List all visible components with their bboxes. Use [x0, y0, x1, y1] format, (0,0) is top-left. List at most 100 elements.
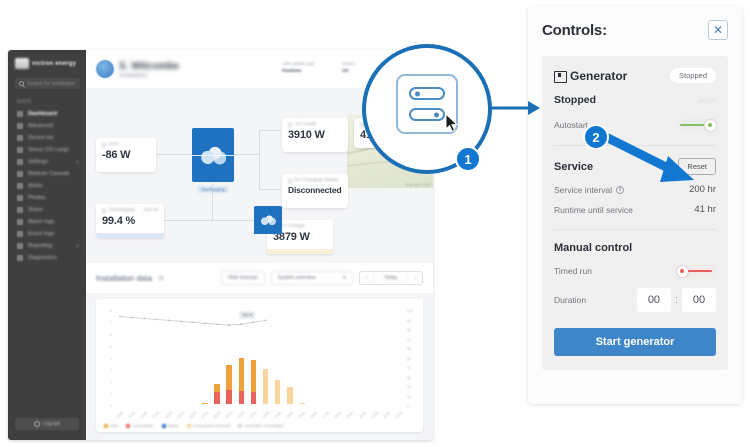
card-battery[interactable]: Discharging 522 W 99.4 %	[96, 204, 164, 238]
chart-bar[interactable]	[226, 364, 232, 404]
chart-y-tick-right: 20	[407, 385, 411, 389]
controls-toggle-icon[interactable]	[396, 74, 458, 135]
card-grid[interactable]: Grid -86 W	[96, 138, 156, 172]
chart-seg-solar	[214, 383, 220, 393]
sidebar-item-diagnostics[interactable]: Diagnostics	[8, 252, 86, 264]
chart-x-tick: 09:00	[224, 410, 234, 420]
chart-slot: 02:00	[138, 309, 150, 419]
sidebar-item-photos[interactable]: Photos	[8, 192, 86, 204]
logout-button[interactable]: Log out	[15, 418, 79, 430]
note-icon	[17, 183, 23, 189]
sidebar-item-advanced[interactable]: Advanced	[8, 120, 86, 132]
service-title: Service	[554, 160, 594, 173]
legend-item[interactable]: Cumulative consumption	[238, 424, 284, 428]
chevron-left-icon[interactable]: ‹	[360, 272, 375, 284]
close-icon[interactable]: ✕	[708, 20, 728, 40]
card-pv-charger[interactable]: PV Charger 3879 W	[267, 220, 333, 254]
chart-bar[interactable]	[262, 369, 269, 404]
sidebar-item-device-list[interactable]: Device list	[8, 132, 86, 144]
sidebar-item-settings[interactable]: Settings ▸	[8, 156, 86, 168]
sidebar-item-remote-console[interactable]: Remote Console	[8, 168, 86, 180]
report-icon	[17, 243, 23, 249]
chart-y-tick-right: 40	[407, 366, 411, 370]
legend-item[interactable]: Consumption (forecast)	[186, 424, 230, 428]
chart-bar[interactable]	[238, 357, 245, 404]
card-pv-title: PV Charger	[280, 224, 306, 229]
sidebar-item-label: Event logs	[28, 231, 55, 237]
generator-label: Generator	[570, 68, 628, 83]
sidebar-item-label: Alarm logs	[28, 219, 55, 225]
chart-tooltip: 750 W	[238, 311, 256, 319]
generator-label-group: Generator	[554, 69, 627, 83]
gear-icon	[17, 159, 23, 165]
chart-bar[interactable]	[274, 379, 281, 404]
toggle-row-bottom	[409, 108, 445, 122]
info-icon[interactable]: i	[616, 185, 625, 194]
sidebar-item-dashboard[interactable]: Dashboard	[8, 108, 86, 120]
sidebar-item-share[interactable]: Share	[8, 204, 86, 216]
duration-hours-input[interactable]: 00	[636, 288, 671, 312]
ev-icon	[288, 178, 292, 183]
header-meta-left: Last update ago Realtime	[282, 61, 315, 75]
legend-item[interactable]: Consumption	[126, 424, 154, 428]
inverter-node[interactable]: Discharging	[192, 128, 234, 193]
cumulative-consumption-line	[119, 315, 267, 327]
search-input[interactable]: Search for installation	[15, 78, 80, 89]
sidebar-item-label: Dashboard	[28, 111, 58, 117]
chart-slot: 00:00	[114, 309, 126, 419]
chart-bar[interactable]	[202, 402, 208, 404]
service-interval-value: 200 hr	[689, 184, 716, 195]
sidebar-item-reporting[interactable]: Reporting ▸	[8, 240, 86, 252]
legend-item[interactable]: Battery	[161, 424, 179, 428]
chart-y-tick-left: 6	[110, 332, 112, 337]
chart-x-tick: 01:00	[127, 410, 137, 420]
controls-panel-title: Controls:	[542, 21, 607, 39]
chart-x-tick: 07:00	[200, 410, 210, 420]
chart-x-tick: 16:00	[309, 410, 319, 420]
chevron-right-icon[interactable]: ›	[414, 275, 416, 281]
chart-bar[interactable]	[214, 383, 220, 404]
chart-x-tick: 13:00	[273, 410, 282, 420]
chart-x-tick: 00:00	[115, 410, 125, 420]
card-ac-loads[interactable]: AC Loads 3910 W	[282, 118, 348, 152]
sidebar-item-event-logs[interactable]: Event logs	[8, 228, 86, 240]
wire-ac-bus	[259, 130, 260, 190]
ac-loads-icon	[288, 122, 292, 127]
hide-forecast-button[interactable]: Hide forecast	[221, 271, 265, 285]
legend-item[interactable]: Solar	[104, 424, 118, 428]
sidebar-item-venus-os-large[interactable]: Venus OS Large	[8, 144, 86, 156]
legend-swatch	[104, 424, 108, 428]
chart-x-tick: 23:00	[394, 410, 404, 420]
card-battery-power: 522 W	[144, 208, 158, 213]
timed-run-toggle[interactable]	[676, 265, 716, 277]
chart-bar[interactable]	[287, 387, 293, 404]
grid-icon	[102, 142, 106, 147]
manual-control-title: Manual control	[554, 242, 633, 254]
header-meta-right: Status OK	[342, 61, 355, 75]
duration-minutes-input[interactable]: 00	[682, 288, 716, 312]
inverter-divider	[192, 155, 234, 156]
chart-slot: 15:00	[296, 309, 308, 419]
chart-y-tick-left: 4	[110, 356, 112, 361]
date-range-label[interactable]: Today	[374, 272, 409, 284]
autostart-toggle[interactable]	[676, 119, 716, 131]
card-ev-title: EV Charging Station	[295, 178, 339, 183]
chart-x-tick: 02:00	[140, 410, 149, 420]
stethoscope-icon	[17, 255, 23, 261]
chart-bar[interactable]	[299, 403, 305, 404]
question-icon[interactable]	[158, 275, 165, 281]
status-badge: Stopped	[670, 68, 716, 83]
pv-node[interactable]	[254, 206, 282, 234]
legend-label: Solar	[110, 424, 119, 428]
start-generator-button[interactable]: Start generator	[554, 328, 716, 356]
sidebar-item-alarm-logs[interactable]: Alarm logs	[8, 216, 86, 228]
chart-slot: 23:00	[393, 309, 405, 419]
chart-bar[interactable]	[250, 359, 257, 404]
card-ev-charging[interactable]: EV Charging Station Disconnected	[282, 174, 348, 208]
sidebar-item-notes[interactable]: Notes	[8, 180, 86, 192]
chart-y-axis-left: 8 7 6 5 4 3 2 1 0	[98, 309, 112, 408]
view-select[interactable]: System overview ▾	[270, 271, 353, 285]
chart-seg-solar	[226, 364, 232, 391]
card-battery-title: Discharging	[109, 208, 135, 213]
